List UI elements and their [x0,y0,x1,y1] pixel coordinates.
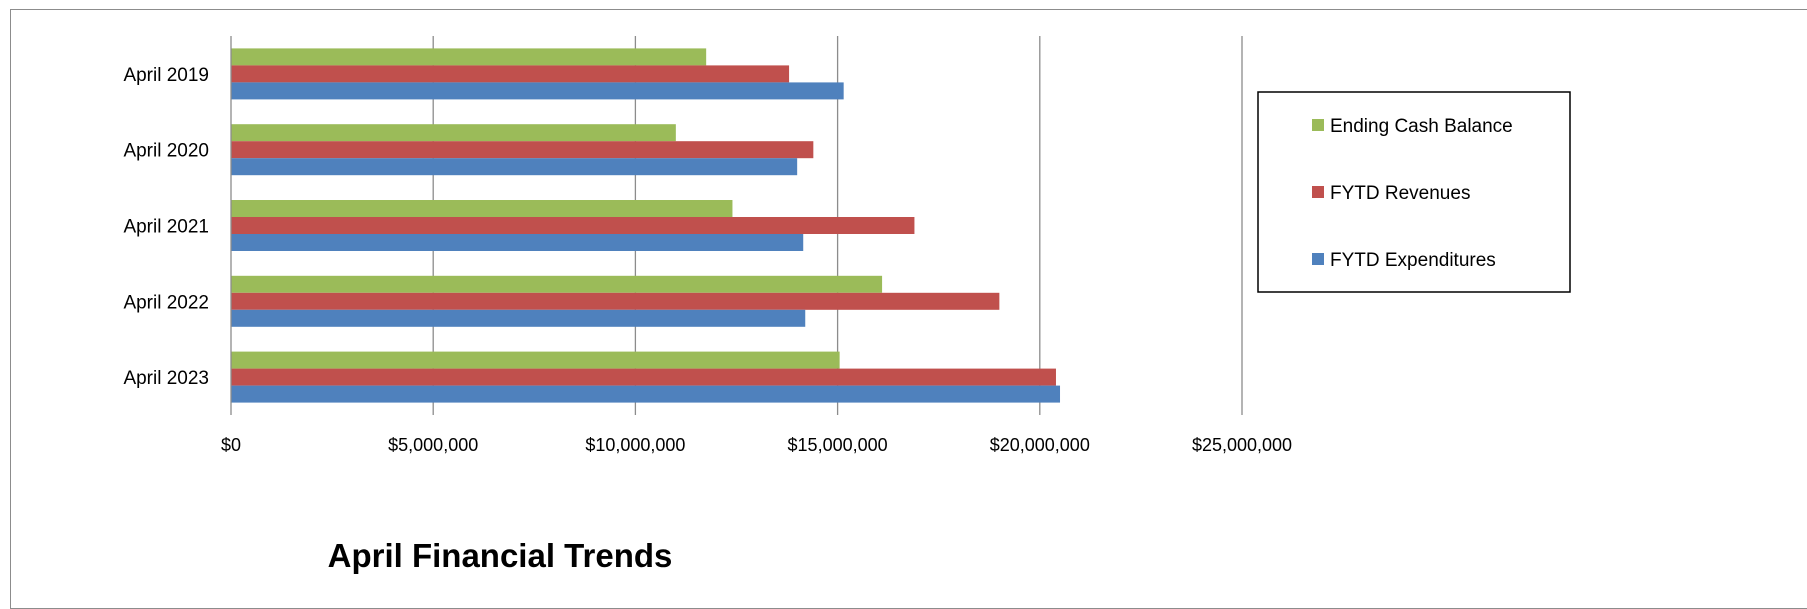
x-tick-label: $15,000,000 [788,435,888,455]
bar-fytd-expenditures [231,309,806,327]
category-label: April 2019 [123,65,209,86]
category-labels: April 2019 April 2020 April 2021 April 2022… [123,65,209,389]
bar-fytd-revenues [231,141,814,159]
bar-fytd-expenditures [231,234,804,251]
bars [231,48,1061,403]
x-tick-label: $0 [221,435,241,455]
category-label: April 2020 [123,141,209,162]
legend-swatch [1312,253,1324,265]
bar-fytd-expenditures [231,82,844,100]
legend-label: FYTD Revenues [1330,183,1470,204]
bar-fytd-revenues [231,368,1056,386]
bar-fytd-revenues [231,217,915,234]
legend: Ending Cash Balance FYTD Revenues FYTD Exp… [1257,91,1571,293]
chart-title: April Financial Trends [328,537,673,574]
x-tick-label: $20,000,000 [990,435,1090,455]
bar-fytd-expenditures [231,158,798,176]
x-tick-label: $25,000,000 [1192,435,1292,455]
legend-label: Ending Cash Balance [1330,116,1513,137]
bar-fytd-revenues [231,65,790,83]
bar-ending-cash-balance [231,48,707,66]
bar-ending-cash-balance [231,124,676,142]
category-label: April 2021 [123,217,209,238]
x-tick-label: $10,000,000 [585,435,685,455]
bar-ending-cash-balance [231,200,733,217]
bar-ending-cash-balance [231,351,840,369]
category-label: April 2023 [123,368,209,389]
category-label: April 2022 [123,292,209,313]
legend-swatch [1312,119,1324,131]
bar-ending-cash-balance [231,275,883,293]
bar-fytd-expenditures [231,385,1061,403]
legend-label: FYTD Expenditures [1330,250,1496,271]
x-tick-label: $5,000,000 [388,435,478,455]
x-tick-labels: $0 $5,000,000 $10,000,000 $15,000,000 $20,00… [221,435,1292,455]
legend-box [1257,91,1571,293]
legend-swatch [1312,186,1324,198]
bar-fytd-revenues [231,292,1000,310]
